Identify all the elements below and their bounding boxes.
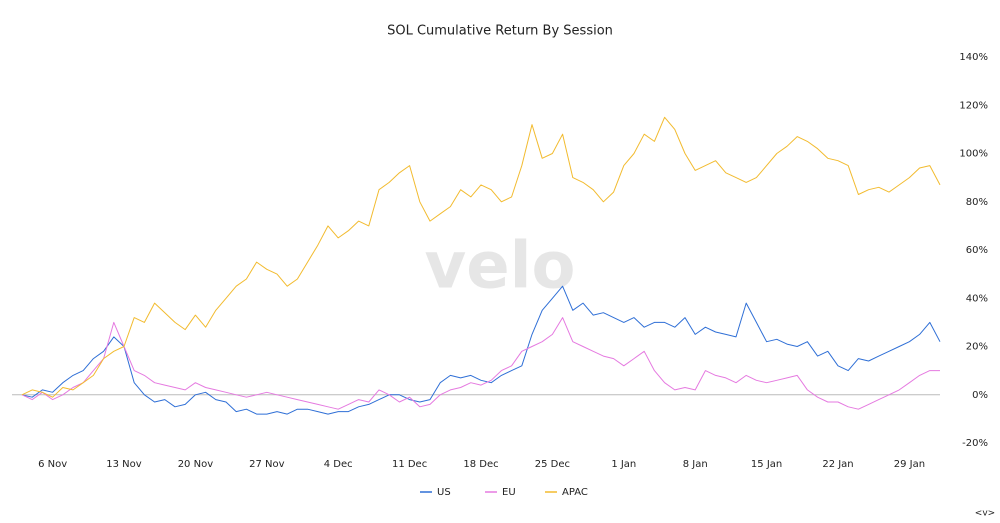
legend-label: US <box>437 487 451 498</box>
y-tick-label: 40% <box>966 293 988 304</box>
line-series <box>21 116 941 398</box>
y-tick-label: -20% <box>962 438 988 449</box>
x-tick-label: 20 Nov <box>178 459 214 470</box>
x-tick-label: 22 Jan <box>822 459 853 470</box>
y-tick-label: 0% <box>972 390 988 401</box>
x-tick-label: 13 Nov <box>106 459 142 470</box>
x-tick-label: 18 Dec <box>463 459 498 470</box>
y-tick-label: 80% <box>966 197 988 208</box>
chart-title: SOL Cumulative Return By Session <box>387 24 613 39</box>
y-tick-label: 100% <box>959 149 988 160</box>
x-tick-label: 15 Jan <box>751 459 782 470</box>
x-tick-label: 29 Jan <box>894 459 925 470</box>
x-tick-label: 8 Jan <box>683 459 708 470</box>
x-tick-label: 27 Nov <box>249 459 285 470</box>
x-tick-label: 6 Nov <box>38 459 67 470</box>
legend-label: APAC <box>562 487 588 498</box>
y-tick-label: 140% <box>959 52 988 63</box>
x-tick-label: 1 Jan <box>611 459 636 470</box>
watermark: velo <box>424 230 575 304</box>
x-tick-label: 11 Dec <box>392 459 427 470</box>
line-series <box>21 317 940 410</box>
legend-label: EU <box>502 487 516 498</box>
x-tick-label: 25 Dec <box>535 459 570 470</box>
y-tick-label: 120% <box>959 100 988 111</box>
y-tick-label: 20% <box>966 342 988 353</box>
x-tick-label: 4 Dec <box>324 459 353 470</box>
line-series <box>21 285 941 415</box>
logo: <v> <box>975 509 995 519</box>
y-tick-label: 60% <box>966 245 988 256</box>
